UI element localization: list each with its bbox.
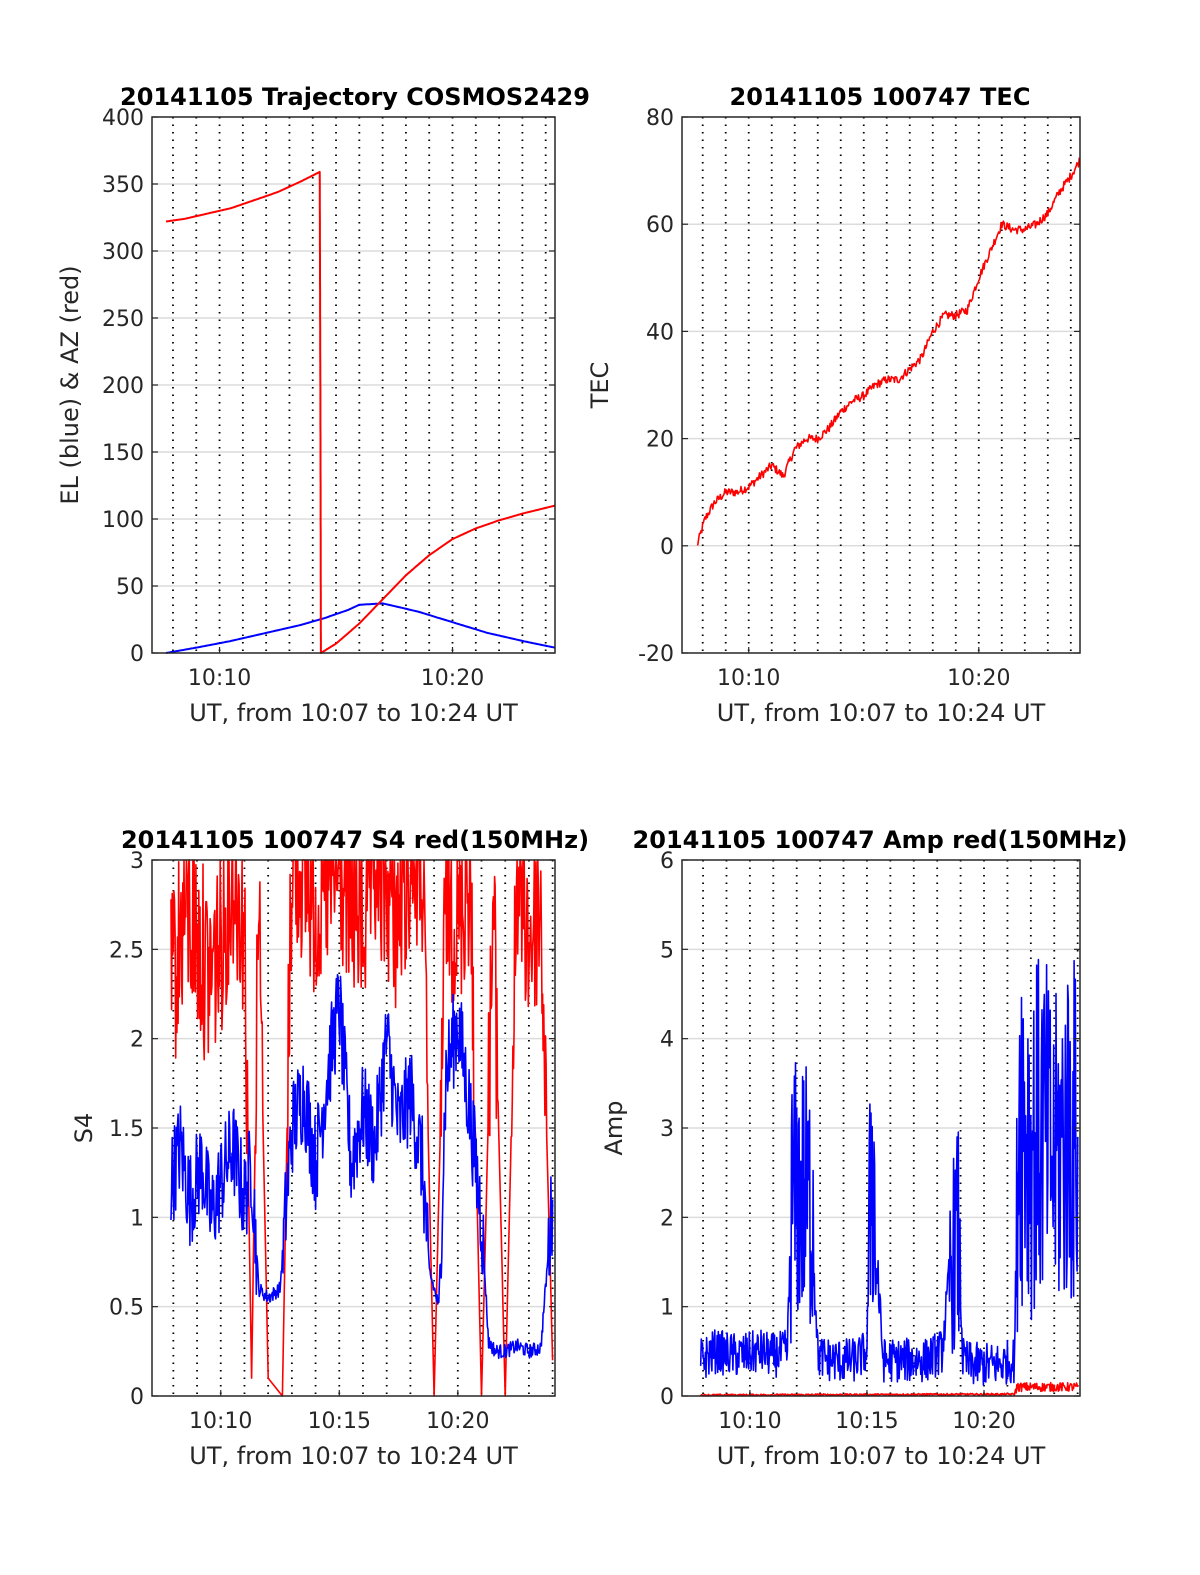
y-tick-label: 2 — [130, 1028, 144, 1053]
y-tick-label: 100 — [102, 508, 144, 533]
y-tick-label: 3 — [660, 1117, 674, 1142]
tec-series-red — [696, 157, 1081, 546]
y-tick-label: 250 — [102, 307, 144, 332]
s4-chart: 0 0.5 1 1.5 2 2.5 3 10:10 10:15 10:20 20141105 100… — [70, 826, 589, 1470]
trajectory-title: 20141105 Trajectory COSMOS2429 — [120, 83, 590, 111]
tec-chart: -20 0 20 40 60 80 10:10 10:20 20141105 100747 TE… — [586, 83, 1081, 727]
y-tick-label: 1.5 — [109, 1117, 144, 1142]
trajectory-series-blue — [165, 602, 556, 654]
tec-ylabel: TEC — [586, 362, 614, 410]
y-tick-label: 400 — [102, 106, 144, 131]
amp-series-blue — [699, 958, 1079, 1386]
y-tick-label: 6 — [660, 849, 674, 874]
y-tick-label: 40 — [646, 320, 674, 345]
y-tick-label: 20 — [646, 428, 674, 453]
y-tick-label: 50 — [116, 575, 144, 600]
tec-xlabel: UT, from 10:07 to 10:24 UT — [717, 699, 1046, 727]
trajectory-series-red — [165, 170, 556, 654]
y-tick-label: 5 — [660, 938, 674, 963]
amp-ylabel: Amp — [600, 1100, 628, 1155]
y-tick-label: 60 — [646, 213, 674, 238]
x-tick-label: 10:15 — [835, 1409, 898, 1434]
amp-title: 20141105 100747 Amp red(150MHz) — [633, 826, 1128, 854]
x-tick-label: 10:20 — [947, 666, 1010, 691]
s4-ylabel: S4 — [70, 1113, 98, 1144]
tec-title: 20141105 100747 TEC — [730, 83, 1031, 111]
y-tick-label: 0 — [660, 1385, 674, 1410]
y-tick-label: 0 — [130, 1385, 144, 1410]
s4-xlabel: UT, from 10:07 to 10:24 UT — [189, 1442, 518, 1470]
x-tick-label: 10:20 — [421, 666, 484, 691]
y-tick-label: 0.5 — [109, 1296, 144, 1321]
x-tick-label: 10:10 — [188, 666, 251, 691]
y-tick-label: 3 — [130, 849, 144, 874]
x-tick-label: 10:10 — [718, 1409, 781, 1434]
x-tick-label: 10:20 — [952, 1409, 1015, 1434]
x-tick-label: 10:10 — [189, 1409, 252, 1434]
amp-chart: 0 1 2 3 4 5 6 10:10 10:15 10:20 20141105 100747 Am… — [600, 826, 1127, 1470]
axes-box — [681, 116, 1081, 654]
x-tick-label: 10:15 — [308, 1409, 371, 1434]
y-tick-label: 200 — [102, 374, 144, 399]
y-tick-label: 2 — [660, 1206, 674, 1231]
y-tick-label: 1 — [660, 1296, 674, 1321]
y-tick-label: 2.5 — [109, 938, 144, 963]
s4-title: 20141105 100747 S4 red(150MHz) — [121, 826, 589, 854]
y-tick-label: 350 — [102, 173, 144, 198]
amp-series-red — [700, 1381, 1079, 1397]
s4-series-blue — [170, 973, 554, 1360]
x-tick-label: 10:20 — [426, 1409, 489, 1434]
y-tick-label: 80 — [646, 106, 674, 131]
x-tick-label: 10:10 — [717, 666, 780, 691]
y-tick-label: -20 — [638, 642, 674, 667]
trajectory-chart: 0 50 100 150 200 250 300 350 400 10:10 10:20 201411… — [56, 83, 590, 727]
y-tick-label: 1 — [130, 1206, 144, 1231]
y-tick-label: 150 — [102, 441, 144, 466]
trajectory-ylabel: EL (blue) & AZ (red) — [56, 265, 84, 504]
y-tick-label: 0 — [130, 642, 144, 667]
trajectory-xlabel: UT, from 10:07 to 10:24 UT — [189, 699, 518, 727]
y-tick-label: 0 — [660, 535, 674, 560]
y-tick-label: 300 — [102, 240, 144, 265]
amp-xlabel: UT, from 10:07 to 10:24 UT — [717, 1442, 1046, 1470]
y-tick-label: 4 — [660, 1028, 674, 1053]
